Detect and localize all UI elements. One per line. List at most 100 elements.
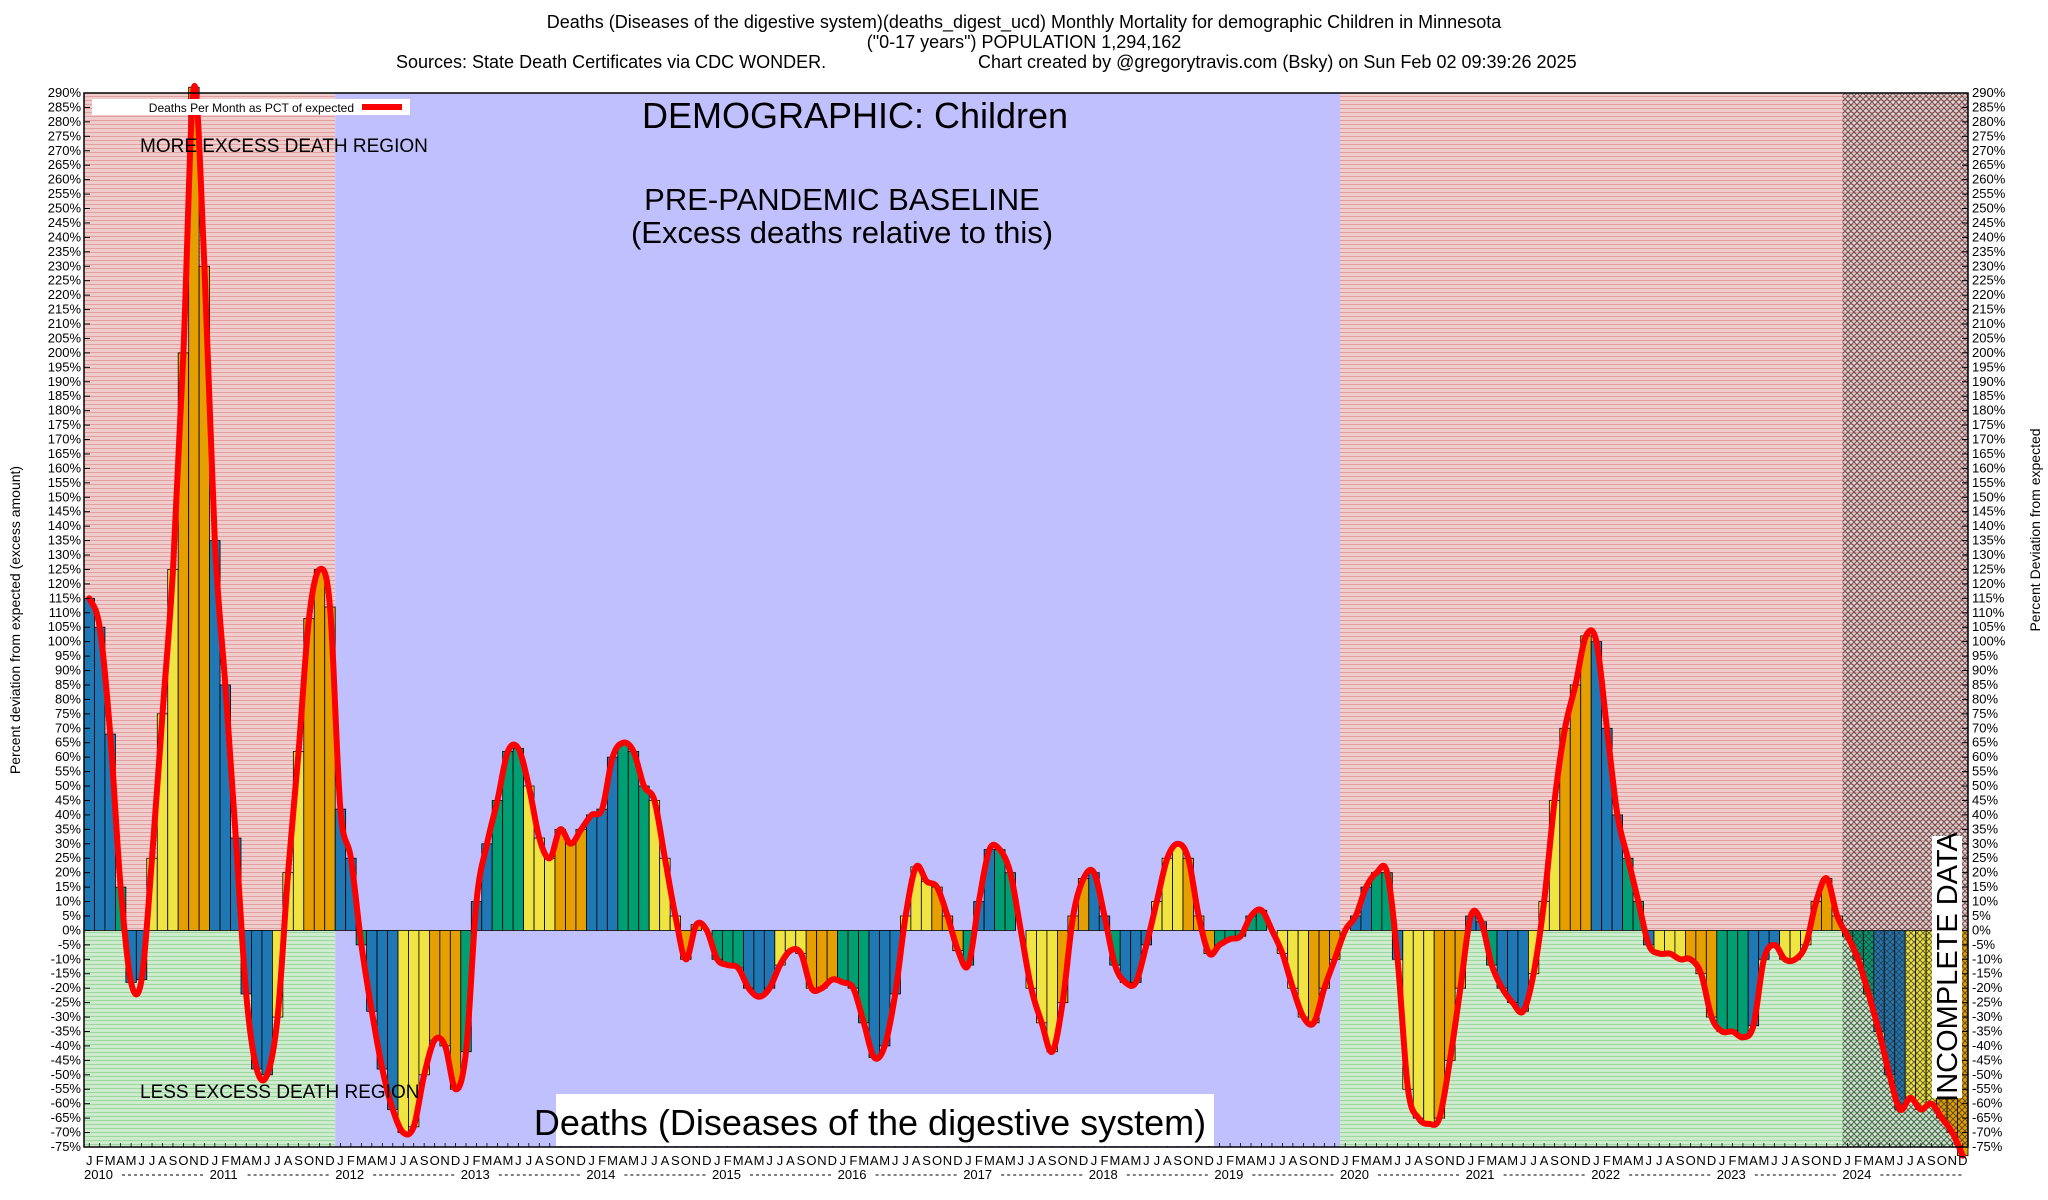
x-tick-month: N: [1320, 1153, 1329, 1168]
chart-title-line2: ("0-17 years") POPULATION 1,294,162: [866, 32, 1182, 52]
x-tick-month: J: [651, 1153, 658, 1168]
y-tick-label: 125%: [48, 561, 82, 576]
y-tick-label-right: -65%: [1972, 1110, 2003, 1125]
x-tick-month: M: [105, 1153, 116, 1168]
y-tick-label-right: -5%: [1972, 937, 1996, 952]
x-tick-month: A: [242, 1153, 251, 1168]
bar: [575, 828, 587, 931]
y-tick-label: 150%: [48, 489, 82, 504]
x-tick-year: 2024: [1842, 1167, 1871, 1182]
x-tick-month: O: [1183, 1153, 1193, 1168]
x-tick-month: M: [1738, 1153, 1749, 1168]
x-tick-year: 2011: [210, 1167, 238, 1182]
x-tick-month: M: [356, 1153, 367, 1168]
x-tick-month: F: [473, 1153, 481, 1168]
y-axis-label-right: Percent Deviation from expected: [2027, 428, 2043, 631]
x-tick-month: J: [400, 1153, 407, 1168]
y-tick-label-right: 285%: [1972, 99, 2006, 114]
y-tick-label: 285%: [48, 99, 82, 114]
x-tick-month: A: [367, 1153, 376, 1168]
x-tick-month: N: [817, 1153, 826, 1168]
y-tick-label-right: 290%: [1972, 85, 2006, 100]
x-tick-month: A: [1917, 1153, 1926, 1168]
y-tick-label: 60%: [55, 749, 81, 764]
x-tick-month: M: [628, 1153, 639, 1168]
y-tick-label-right: 35%: [1972, 821, 1998, 836]
x-tick-month: J: [714, 1153, 721, 1168]
x-tick-month: M: [879, 1153, 890, 1168]
x-tick-month: D: [1958, 1153, 1967, 1168]
y-tick-label: 255%: [48, 186, 82, 201]
y-tick-label: 20%: [55, 865, 81, 880]
x-tick-month: J: [337, 1153, 344, 1168]
y-tick-label: 190%: [48, 374, 82, 389]
x-tick-month: N: [1822, 1153, 1831, 1168]
x-tick-month: J: [515, 1153, 522, 1168]
x-tick-month: M: [733, 1153, 744, 1168]
y-tick-label: 195%: [48, 359, 82, 374]
y-tick-label: 250%: [48, 201, 82, 216]
x-tick-month: A: [870, 1153, 879, 1168]
x-tick-month: S: [294, 1153, 303, 1168]
chart-credit: Chart created by @gregorytravis.com (Bsk…: [978, 52, 1577, 72]
x-tick-month: J: [390, 1153, 397, 1168]
annotation-incomplete: INCOMPLETE DATA: [1932, 832, 1964, 1102]
x-tick-month: A: [409, 1153, 418, 1168]
x-tick-month: S: [922, 1153, 931, 1168]
y-tick-label-right: 60%: [1972, 749, 1998, 764]
x-tick-month: F: [347, 1153, 355, 1168]
bar: [826, 930, 839, 980]
x-tick-month: J: [1018, 1153, 1025, 1168]
y-tick-label-right: 195%: [1972, 359, 2006, 374]
bar: [428, 930, 441, 1041]
x-tick-month: S: [545, 1153, 554, 1168]
y-tick-label: 75%: [55, 706, 81, 721]
y-tick-label-right: -15%: [1972, 966, 2003, 981]
y-tick-label-right: 140%: [1972, 518, 2006, 533]
x-tick-month: J: [1028, 1153, 1035, 1168]
x-tick-month: A: [158, 1153, 167, 1168]
y-tick-label: 15%: [55, 879, 81, 894]
x-tick-month: J: [1405, 1153, 1412, 1168]
x-tick-year: 2020: [1340, 1167, 1369, 1182]
x-tick-month: M: [1005, 1153, 1016, 1168]
x-tick-month: J: [274, 1153, 281, 1168]
y-axis-label-left: Percent deviation from expected (excess …: [7, 466, 23, 774]
x-tick-month: J: [463, 1153, 470, 1168]
x-tick-month: O: [1811, 1153, 1821, 1168]
x-tick-month: D: [1707, 1153, 1716, 1168]
x-tick-month: J: [1394, 1153, 1401, 1168]
y-tick-label: 165%: [48, 446, 82, 461]
x-tick-month: F: [1854, 1153, 1862, 1168]
y-tick-label: 145%: [48, 504, 82, 519]
x-tick-month: A: [493, 1153, 502, 1168]
y-tick-label-right: 210%: [1972, 316, 2006, 331]
y-tick-label: 80%: [55, 691, 81, 706]
y-tick-label: 185%: [48, 388, 82, 403]
x-tick-month: A: [1540, 1153, 1549, 1168]
x-tick-month: A: [1749, 1153, 1758, 1168]
y-tick-label: 160%: [48, 460, 82, 475]
y-tick-label: -50%: [51, 1067, 82, 1082]
x-tick-month: D: [325, 1153, 334, 1168]
x-tick-month: N: [1571, 1153, 1580, 1168]
x-tick-month: A: [912, 1153, 921, 1168]
x-tick-month: D: [576, 1153, 585, 1168]
y-tick-label-right: 70%: [1972, 720, 1998, 735]
bar: [1423, 930, 1435, 1125]
y-tick-label-right: 95%: [1972, 648, 1998, 663]
y-tick-label-right: 245%: [1972, 215, 2006, 230]
y-tick-label-right: 165%: [1972, 446, 2006, 461]
x-tick-month: F: [96, 1153, 104, 1168]
x-tick-month: M: [1758, 1153, 1769, 1168]
y-tick-label: 260%: [48, 172, 82, 187]
x-tick-month: S: [797, 1153, 806, 1168]
x-tick-month: M: [1633, 1153, 1644, 1168]
y-tick-label: 140%: [48, 518, 82, 533]
x-tick-month: J: [1844, 1153, 1851, 1168]
y-tick-label-right: -10%: [1972, 951, 2003, 966]
x-tick-month: J: [1143, 1153, 1150, 1168]
x-tick-year: 2012: [335, 1167, 364, 1182]
x-tick-month: O: [555, 1153, 565, 1168]
y-tick-label: 105%: [48, 619, 82, 634]
